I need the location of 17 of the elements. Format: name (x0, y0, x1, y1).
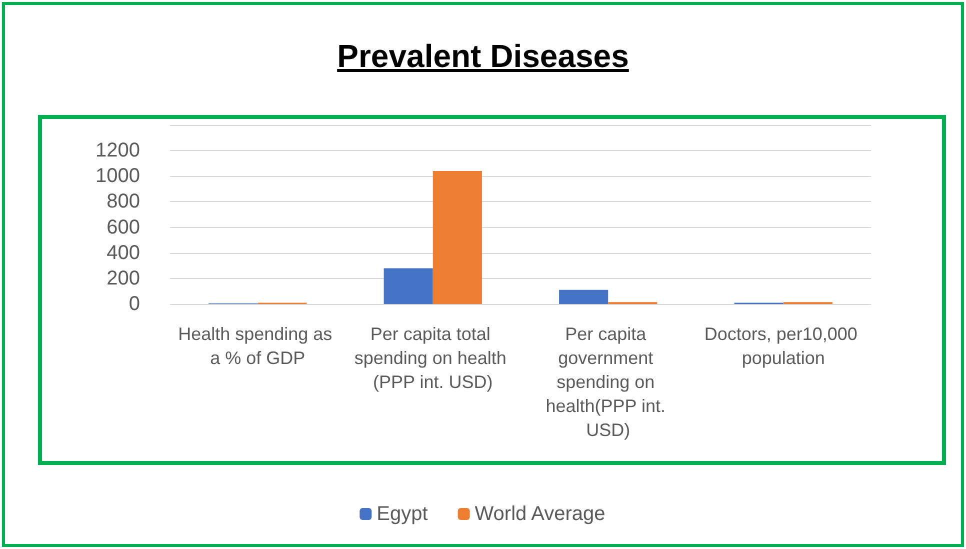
bar (559, 290, 608, 304)
y-tick-label: 1200 (96, 140, 140, 162)
chart-title: Prevalent Diseases (336, 38, 630, 75)
legend-label: Egypt (376, 503, 428, 525)
x-tick-label: Per capita government spending on health(PPP int. USD) (546, 324, 670, 440)
bar (432, 171, 482, 304)
x-tick-label: Doctors, per10,000 population (704, 324, 862, 368)
x-tick-label: Per capita total spending on health (PPP int. USD) (354, 324, 512, 392)
y-tick-label: 200 (106, 267, 140, 290)
y-tick-label: 400 (106, 242, 140, 264)
y-tick-label: 800 (106, 190, 140, 213)
y-tick-label: 0 (128, 293, 140, 315)
y-tick-label: 1000 (96, 165, 140, 188)
x-tick-label: Health spending as a % of GDP (178, 324, 338, 368)
y-tick-label: 600 (106, 216, 140, 238)
legend-label: World Average (474, 503, 606, 525)
bar (384, 268, 433, 304)
